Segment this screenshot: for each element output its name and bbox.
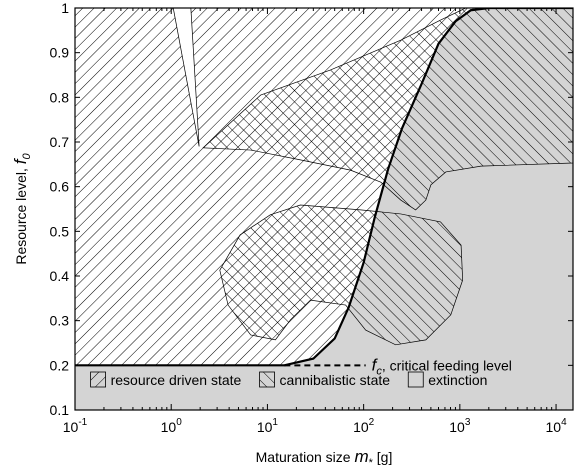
- base: 10: [449, 419, 465, 435]
- plot-frame: [74, 7, 574, 411]
- legend-item: extinction: [407, 371, 487, 388]
- subscript: 0: [21, 153, 33, 160]
- base: 10: [353, 419, 369, 435]
- text: Resource level,: [13, 164, 29, 264]
- subscript: *: [369, 457, 374, 469]
- exponent: 0: [176, 417, 182, 428]
- regions: [75, 8, 573, 410]
- y-tick-label: 0.1: [50, 402, 70, 418]
- base: 10: [161, 419, 177, 435]
- symbol: f: [372, 355, 379, 374]
- x-tick-label: 102: [353, 417, 375, 435]
- legend-item: resource driven state: [90, 371, 242, 388]
- subscript: c: [376, 365, 382, 377]
- y-tick-label: 0.9: [50, 45, 70, 61]
- unit: [g]: [373, 449, 392, 465]
- legend-label: resource driven state: [111, 372, 242, 388]
- region: [202, 8, 573, 346]
- exponent: 4: [561, 417, 567, 428]
- y-axis-label: Resource level, f0: [11, 153, 33, 265]
- legend-swatch: [90, 371, 106, 388]
- exponent: 3: [465, 417, 471, 428]
- boundary-curve: [75, 8, 573, 367]
- base: 10: [257, 419, 273, 435]
- y-tick-label: 0.4: [50, 268, 70, 284]
- exponent: 1: [272, 417, 278, 428]
- legend-item: cannibalistic state: [259, 371, 391, 388]
- exponent: 2: [369, 417, 375, 428]
- x-tick-label: 101: [257, 417, 279, 435]
- x-tick-label: 104: [545, 417, 567, 435]
- legend-label: extinction: [428, 372, 487, 388]
- symbol: m: [354, 447, 368, 466]
- x-tick-label: 10-1: [63, 417, 88, 435]
- overlay: fc, critical feeding level0.10.20.30.40.…: [11, 0, 574, 469]
- y-tick-label: 0.8: [50, 89, 70, 105]
- y-tick-label: 0.6: [50, 179, 70, 195]
- x-tick-label: 103: [449, 417, 471, 435]
- symbol: f: [11, 157, 30, 164]
- y-tick-label: 1: [61, 0, 69, 16]
- label: , critical feeding level: [382, 357, 512, 373]
- base: 10: [63, 419, 79, 435]
- legend-label: cannibalistic state: [280, 372, 391, 388]
- x-axis-label: Maturation size m* [g]: [256, 447, 393, 469]
- exponent: -1: [78, 417, 87, 428]
- critical-level-label: fc, critical feeding level: [372, 355, 512, 377]
- legend-swatch: [407, 371, 424, 388]
- y-tick-label: 0.7: [50, 134, 70, 150]
- base: 10: [545, 419, 561, 435]
- y-tick-label: 0.2: [50, 357, 70, 373]
- legend-swatch: [259, 371, 275, 388]
- x-tick-label: 100: [161, 417, 183, 435]
- y-tick-label: 0.3: [50, 313, 70, 329]
- text: Maturation size: [256, 449, 355, 465]
- y-tick-label: 0.5: [50, 223, 70, 239]
